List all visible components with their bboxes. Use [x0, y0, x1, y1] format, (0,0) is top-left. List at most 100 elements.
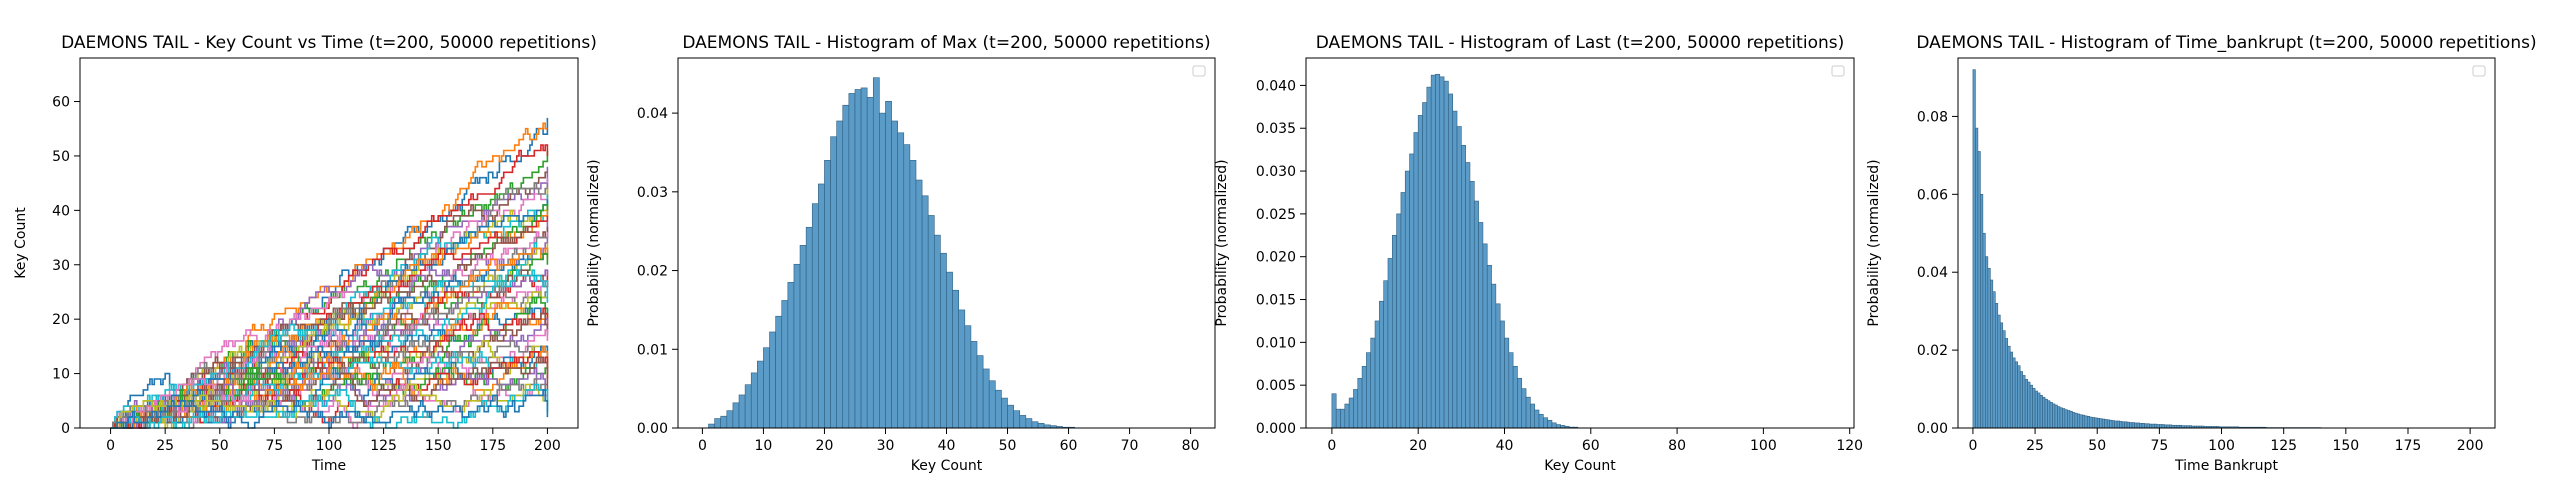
histogram-bar: [1370, 337, 1376, 429]
histogram-bar: [2149, 423, 2153, 429]
histogram-bar: [787, 282, 795, 429]
histogram-bar: [927, 215, 935, 429]
x-tick-label: 70: [1121, 438, 1139, 454]
histogram-bar: [2012, 357, 2016, 429]
histogram-bar: [866, 97, 874, 429]
x-tick-label: 80: [1182, 438, 1200, 454]
histogram-bar: [891, 120, 898, 429]
y-tick-label: 0.015: [1256, 293, 1296, 309]
histogram-bar: [860, 87, 868, 429]
histogram-bar: [2094, 417, 2098, 429]
histogram-bar: [2131, 422, 2135, 429]
histogram-bar: [1972, 69, 1976, 429]
histogram-bar: [1439, 76, 1445, 429]
histogram-bar: [2032, 387, 2036, 429]
y-tick-label: 60: [52, 95, 70, 111]
histogram-bar: [1990, 279, 1994, 429]
y-tick-label: 0.035: [1256, 121, 1296, 137]
histogram-bar: [1538, 413, 1544, 429]
histogram-bar: [1456, 126, 1462, 429]
histogram-bar: [2151, 423, 2155, 429]
y-axis-label: Key Count: [13, 207, 29, 279]
histogram-bar: [988, 380, 996, 429]
y-tick-label: 30: [52, 258, 70, 274]
histogram-bar: [2037, 392, 2041, 429]
histogram-bar: [1985, 256, 1989, 429]
histogram-bar: [1007, 404, 1014, 429]
histogram-bar: [1525, 396, 1531, 429]
histogram-bar: [769, 331, 776, 429]
histogram-bar: [2009, 351, 2013, 429]
histogram-bar: [757, 360, 764, 429]
histogram-bar: [897, 132, 905, 429]
y-axis: 0.00 0.01 0.02 0.03 0.04 Probability (normali…: [586, 106, 678, 437]
histogram-bar: [1001, 397, 1008, 429]
x-tick-label: 50: [211, 438, 229, 454]
histogram-bar: [2049, 401, 2053, 429]
histogram-bar: [1353, 389, 1359, 429]
histogram-bar: [1357, 378, 1363, 429]
y-tick-label: 0.04: [637, 106, 668, 122]
histogram-bar: [2141, 423, 2145, 429]
y-tick-label: 10: [52, 367, 70, 383]
histogram-bar: [793, 263, 801, 429]
x-tick-label: 60: [1582, 438, 1600, 454]
y-axis: 0 10 20 30 40 50 60 Key Count: [13, 95, 80, 437]
y-axis-label: Probability (normalized): [1214, 159, 1230, 326]
histogram-bar: [933, 234, 941, 429]
y-tick-label: 0.025: [1256, 207, 1296, 223]
histogram-bar: [2039, 394, 2043, 429]
line-chart-key-count-vs-time: DAEMONS TAIL - Key Count vs Time (t=200,…: [13, 33, 597, 474]
histogram-bar: [1448, 93, 1454, 429]
x-tick-label: 25: [156, 438, 174, 454]
x-axis: 0 25 50 75 100 125 150 175 200 Time Bankrupt: [1968, 428, 2484, 474]
histogram-bar: [2121, 421, 2125, 429]
histogram-bar: [1491, 283, 1497, 429]
y-tick-label: 0.06: [1917, 187, 1948, 203]
histogram-bar: [879, 112, 886, 429]
histogram-bar: [1994, 303, 1999, 429]
histogram-bar: [775, 315, 783, 429]
histogram-bar: [1551, 422, 1557, 429]
y-tick-label: 40: [52, 203, 70, 219]
histogram-bar: [1508, 352, 1514, 429]
histogram-bar: [885, 101, 892, 429]
histogram-bar: [1037, 422, 1045, 429]
histogram-bar: [2024, 379, 2028, 429]
y-tick-label: 0.020: [1256, 250, 1296, 266]
histogram-bar: [909, 160, 917, 429]
histogram-bar: [1461, 145, 1466, 429]
histogram-bar: [1348, 397, 1354, 429]
x-tick-label: 0: [1968, 438, 1977, 454]
x-tick-label: 50: [2088, 438, 2106, 454]
histogram-bar: [940, 252, 947, 429]
histogram-bar: [1999, 322, 2004, 429]
histogram-bar: [2159, 424, 2163, 429]
y-axis-label: Probability (normalized): [1866, 159, 1882, 326]
histogram-bar: [1980, 194, 1984, 429]
histogram-bar: [1013, 410, 1021, 429]
histogram-bar: [982, 368, 990, 429]
histogram-bar: [2034, 390, 2038, 429]
x-tick-label: 20: [1409, 438, 1427, 454]
histogram-bar: [2139, 423, 2143, 429]
histogram-bar: [946, 271, 953, 429]
histogram-bar: [2062, 408, 2066, 429]
histogram-bar: [2124, 421, 2128, 429]
histogram-bar: [1392, 234, 1397, 429]
legend-box: [1192, 65, 1206, 77]
histogram-bar: [1383, 280, 1389, 429]
histogram-bar: [976, 355, 984, 429]
histogram-bar: [805, 226, 813, 429]
histogram-bar: [1413, 132, 1419, 429]
plot-area: [1331, 73, 1579, 429]
histogram-bar: [1555, 424, 1561, 429]
histogram-bar: [708, 423, 715, 429]
histogram-bar: [2054, 404, 2058, 429]
histogram-bar: [830, 136, 837, 429]
histogram-bar: [1422, 102, 1428, 429]
histogram-bar: [1499, 320, 1505, 429]
x-tick-label: 40: [1496, 438, 1514, 454]
histogram-bar: [2057, 406, 2061, 429]
